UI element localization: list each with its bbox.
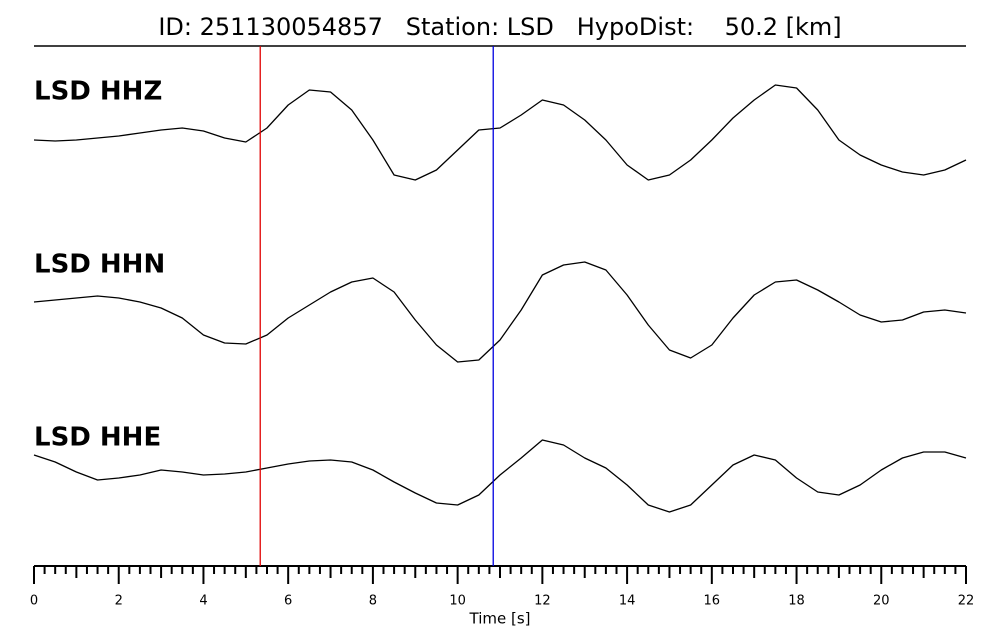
waveform [33, 84, 967, 181]
x-tick-label: 18 [788, 594, 805, 609]
waveform [33, 261, 967, 363]
chart-title: ID: 251130054857 Station: LSD HypoDist: … [158, 13, 841, 41]
x-tick-label: 8 [369, 594, 377, 609]
trace-label: LSD HHE [34, 423, 161, 453]
x-tick-label: 0 [30, 594, 38, 609]
x-tick-label: 22 [958, 594, 975, 609]
x-tick-label: 14 [619, 594, 636, 609]
x-tick-label: 4 [199, 594, 207, 609]
x-tick-label: 6 [284, 594, 292, 609]
x-tick-label: 2 [115, 594, 123, 609]
x-tick-label: 16 [704, 594, 721, 609]
trace-label: LSD HHN [34, 250, 165, 280]
trace-label: LSD HHZ [34, 77, 162, 107]
x-tick-label: 10 [449, 594, 466, 609]
x-axis-label: Time [s] [469, 610, 531, 628]
x-tick-label: 12 [534, 594, 551, 609]
x-tick-label: 20 [873, 594, 890, 609]
waveform [33, 439, 967, 513]
